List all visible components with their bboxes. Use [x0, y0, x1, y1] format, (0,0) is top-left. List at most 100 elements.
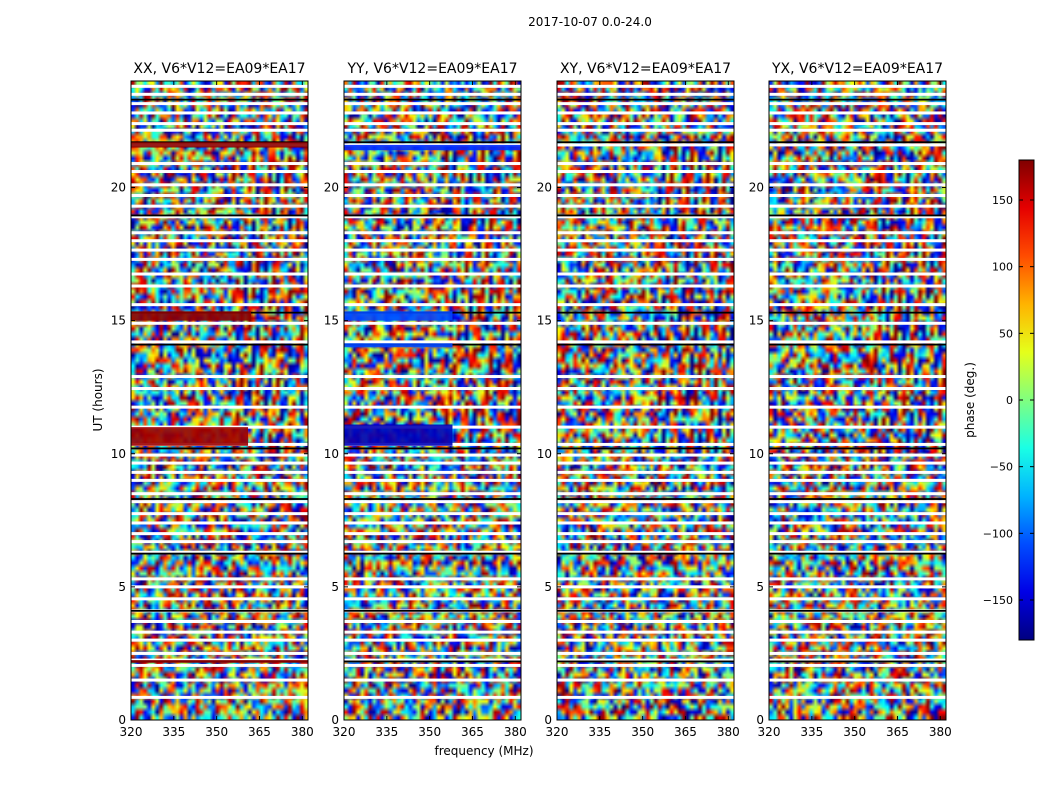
y-axis-label: UT (hours) — [91, 368, 105, 431]
scan-boundary — [769, 311, 946, 314]
flag-gap — [557, 162, 734, 166]
flag-gap — [769, 340, 946, 344]
y-tick-label: 20 — [537, 181, 552, 195]
figure-suptitle: 2017-10-07 0.0-24.0 — [528, 15, 652, 29]
x-tick-label: 335 — [162, 725, 185, 739]
flag-gap — [769, 92, 946, 96]
x-tick-label: 365 — [886, 725, 909, 739]
coherent-phase-band — [344, 311, 453, 321]
flag-gap — [131, 170, 308, 174]
scan-boundary — [131, 98, 308, 101]
flag-gap — [344, 492, 521, 496]
flag-gap — [769, 695, 946, 699]
flag-gap — [557, 540, 734, 544]
y-tick-label: 0 — [756, 713, 764, 727]
flag-gap — [344, 453, 521, 457]
y-tick-label: 20 — [324, 181, 339, 195]
flag-gap — [769, 122, 946, 126]
flag-gap — [131, 215, 308, 219]
flag-gap — [557, 651, 734, 655]
flag-gap — [131, 550, 308, 554]
flag-gap — [344, 162, 521, 166]
panel-title: YX, V6*V12=EA09*EA17 — [771, 61, 943, 77]
flag-gap — [557, 375, 734, 379]
flag-gap — [131, 619, 308, 623]
flag-gap — [557, 284, 734, 288]
flag-gap — [557, 663, 734, 667]
flag-gap — [769, 204, 946, 208]
flag-gap — [131, 340, 308, 344]
scan-boundary — [131, 609, 308, 612]
panel-title: XX, V6*V12=EA09*EA17 — [133, 61, 305, 77]
colorbar-tick-label: −100 — [983, 527, 1013, 540]
colorbar-tick-label: 150 — [992, 194, 1013, 207]
flag-gap — [769, 170, 946, 174]
flag-gap — [769, 585, 946, 589]
flag-gap — [131, 695, 308, 699]
flag-gap — [344, 248, 521, 252]
flag-gap — [557, 478, 734, 482]
flag-gap — [769, 239, 946, 243]
flag-gap — [557, 340, 734, 344]
flag-gap — [769, 425, 946, 429]
flag-gap — [769, 512, 946, 516]
panel-title: YY, V6*V12=EA09*EA17 — [346, 61, 517, 77]
flag-gap — [769, 257, 946, 261]
scan-boundary — [131, 343, 308, 346]
flag-gap — [344, 500, 521, 504]
flag-gap — [769, 500, 946, 504]
x-tick-label: 365 — [674, 725, 697, 739]
flag-gap — [769, 540, 946, 544]
flag-gap — [557, 321, 734, 325]
flag-gap — [557, 405, 734, 409]
flag-gap — [131, 638, 308, 642]
flag-gap — [131, 102, 308, 106]
x-tick-label: 320 — [333, 725, 356, 739]
x-tick-label: 320 — [546, 725, 569, 739]
flag-gap — [344, 619, 521, 623]
flag-gap — [344, 651, 521, 655]
scan-boundary — [131, 552, 308, 555]
flag-gap — [344, 193, 521, 197]
flag-gap — [557, 442, 734, 446]
coherent-phase-band — [131, 427, 249, 446]
flag-gap — [557, 638, 734, 642]
flag-gap — [769, 577, 946, 581]
panel-frame — [130, 80, 309, 721]
flag-gap — [131, 92, 308, 96]
scan-boundary — [344, 98, 521, 101]
x-tick-label: 350 — [205, 725, 228, 739]
y-tick-label: 0 — [544, 713, 552, 727]
flag-gap — [344, 630, 521, 634]
scan-boundary — [344, 141, 521, 144]
colorbar: 150 100 50 0 −50 −100 −150 — [983, 159, 1035, 641]
flag-gap — [131, 387, 308, 391]
flag-gap — [769, 111, 946, 115]
flag-gap — [557, 532, 734, 536]
flag-gap — [769, 663, 946, 667]
x-tick-label: 350 — [843, 725, 866, 739]
flag-gap — [769, 532, 946, 536]
scan-boundary — [557, 552, 734, 555]
flag-gap — [344, 102, 521, 106]
colorbar-tick-label: −150 — [983, 594, 1013, 607]
flag-gap — [769, 321, 946, 325]
phase-heatmap-xy — [557, 81, 734, 720]
flag-gap — [131, 231, 308, 235]
flag-gap — [131, 630, 308, 634]
flag-gap — [769, 143, 946, 147]
flag-gap — [557, 425, 734, 429]
flag-gap — [769, 387, 946, 391]
flag-gap — [131, 585, 308, 589]
panel-xx: XX, V6*V12=EA09*EA17 320 335 350 365 380 0 5 10 1… — [111, 61, 314, 739]
flag-gap — [557, 470, 734, 474]
flag-gap — [557, 658, 734, 662]
flag-gap — [344, 84, 521, 88]
scan-boundary — [557, 498, 734, 500]
flag-gap — [769, 248, 946, 252]
flag-gap — [769, 461, 946, 465]
flag-gap — [344, 257, 521, 261]
scan-boundary — [557, 141, 734, 144]
x-tick-label: 365 — [248, 725, 271, 739]
flag-gap — [557, 239, 734, 243]
